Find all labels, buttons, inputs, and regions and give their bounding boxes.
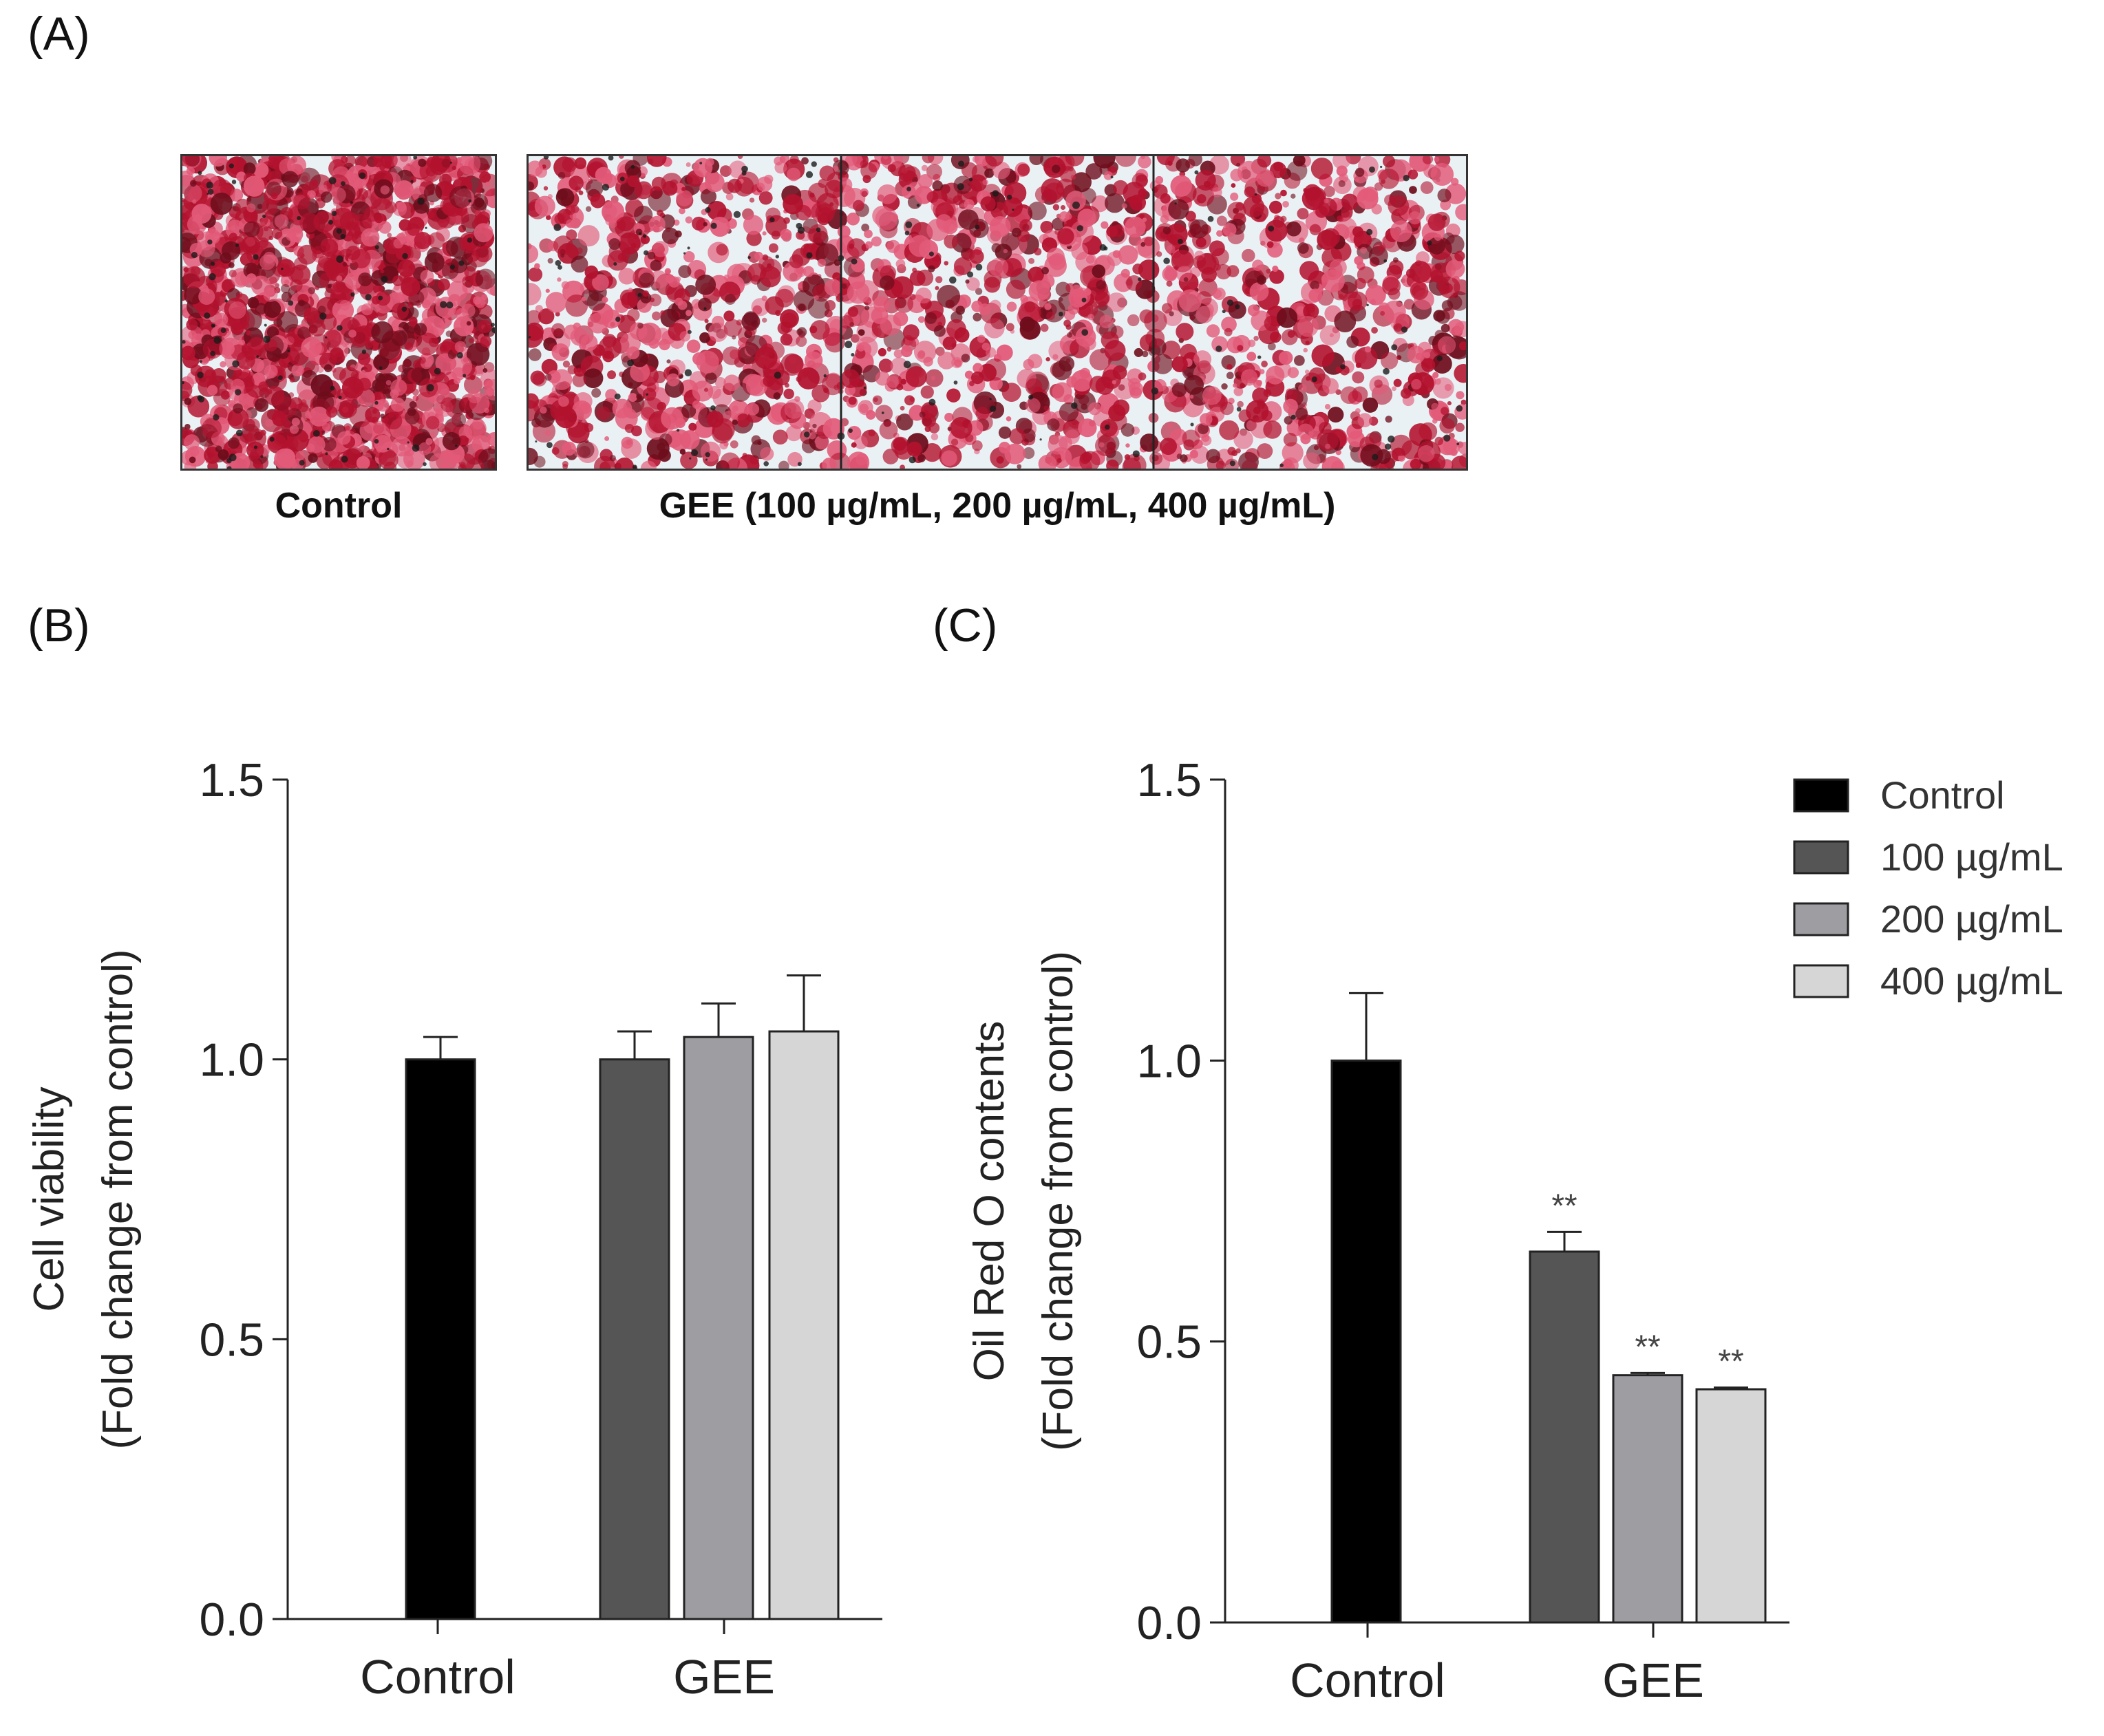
x-category-label: GEE bbox=[1602, 1653, 1704, 1707]
x-category-label: Control bbox=[1290, 1653, 1445, 1707]
bar-400-g-ml bbox=[1695, 1388, 1767, 1624]
bar-200-g-ml bbox=[1612, 1374, 1683, 1624]
y-tick-label: 0.0 bbox=[1136, 1597, 1202, 1649]
y-tick-label: 1.0 bbox=[1136, 1035, 1202, 1087]
bar-100-g-ml bbox=[599, 1058, 670, 1620]
legend-label: 400 µg/mL bbox=[1880, 959, 2063, 1003]
y-tick-label: 1.5 bbox=[1136, 754, 1202, 806]
significance-marker: ** bbox=[1718, 1344, 1743, 1380]
micrograph-gee-strip bbox=[527, 154, 1468, 471]
panel-label-c: (C) bbox=[933, 599, 998, 652]
significance-marker: ** bbox=[1635, 1329, 1660, 1365]
micrograph-control bbox=[180, 154, 497, 471]
caption-control: Control bbox=[275, 486, 403, 526]
chart-oil-red-o: 0.0 0.5 1.0 1.5 Oil Red O contents (Fold chan… bbox=[966, 754, 2063, 1707]
y-axis-label-line2: (Fold change from control) bbox=[94, 949, 142, 1449]
y-axis-label-line2: (Fold change from control) bbox=[1034, 951, 1082, 1451]
chart-cell-viability: 0.0 0.5 1.0 1.5 Cell viability (Fold change f… bbox=[25, 754, 882, 1704]
micrograph-control-image bbox=[182, 156, 495, 469]
legend-swatch bbox=[1793, 840, 1849, 875]
x-category-label: Control bbox=[360, 1650, 516, 1704]
bar-100-g-ml bbox=[1529, 1250, 1600, 1624]
panel-label-a: (A) bbox=[28, 8, 90, 60]
legend-swatch bbox=[1793, 778, 1849, 813]
bar-200-g-ml bbox=[683, 1036, 754, 1620]
y-tick-label: 0.5 bbox=[199, 1314, 264, 1366]
legend-swatch bbox=[1793, 964, 1849, 998]
bar-control bbox=[1330, 1059, 1402, 1624]
significance-marker: ** bbox=[1551, 1188, 1577, 1224]
legend: Control 100 µg/mL 200 µg/mL 400 µg/mL bbox=[1793, 773, 2063, 1003]
y-axis-label-line1: Cell viability bbox=[25, 1086, 73, 1311]
y-tick-label: 1.5 bbox=[199, 754, 264, 806]
legend-swatch bbox=[1793, 902, 1849, 936]
bar-400-g-ml bbox=[768, 1030, 840, 1620]
micrograph-gee-image bbox=[529, 156, 1466, 469]
legend-label: 200 µg/mL bbox=[1880, 897, 2063, 941]
caption-gee: GEE (100 µg/mL, 200 µg/mL, 400 µg/mL) bbox=[659, 486, 1336, 526]
legend-label: 100 µg/mL bbox=[1880, 835, 2063, 879]
bar-control bbox=[405, 1058, 476, 1620]
y-tick-label: 0.0 bbox=[199, 1594, 264, 1646]
legend-label: Control bbox=[1880, 773, 2005, 817]
panel-label-b: (B) bbox=[28, 599, 90, 652]
y-tick-label: 1.0 bbox=[199, 1034, 264, 1086]
x-category-label: GEE bbox=[673, 1650, 775, 1704]
y-axis-label-line1: Oil Red O contents bbox=[966, 1021, 1013, 1382]
y-tick-label: 0.5 bbox=[1136, 1316, 1202, 1369]
